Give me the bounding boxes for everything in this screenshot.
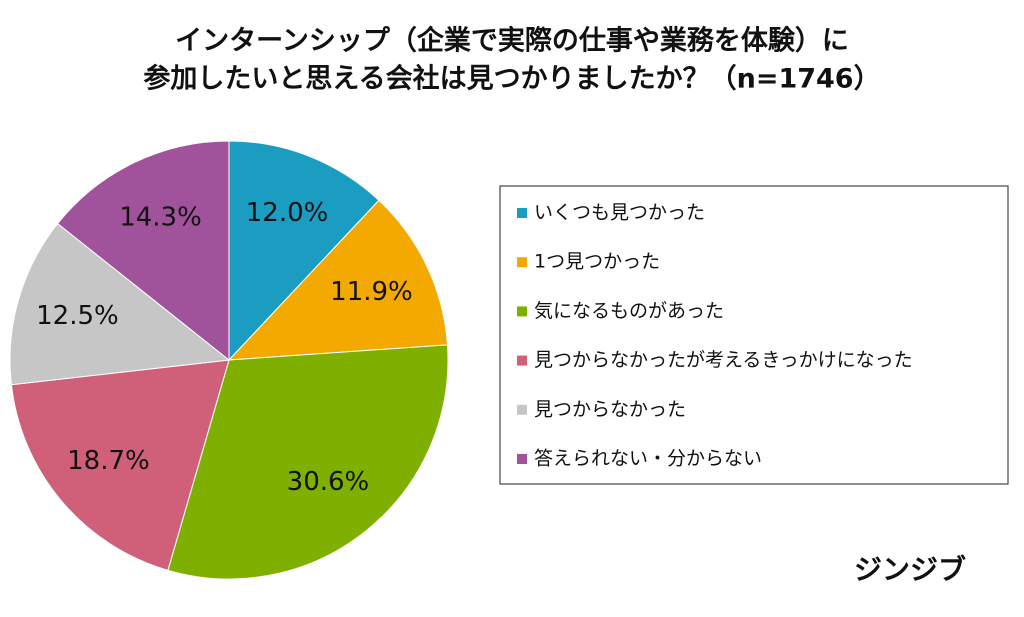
pie-slice [10,359,230,571]
legend-label: 見つからなかった [534,398,686,420]
pie-slice [56,140,230,362]
legend-swatch [517,208,527,218]
data-label: 12.0% [246,198,329,228]
data-label: 12.5% [36,301,119,331]
legend-label: 見つからなかったが考えるきっかけになった [534,349,913,371]
legend-box [499,185,1009,485]
legend-label: いくつも見つかった [534,202,705,224]
pie-slice [9,222,231,386]
data-label: 11.9% [330,277,413,307]
pie-slice [167,344,449,580]
chart-title: 参加したいと思える会社は見つかりましたか？（n=1746） [143,63,880,95]
legend-label: 気になるものがあった [534,300,724,322]
legend-swatch [517,355,527,366]
legend-label: 答えられない・分からない [534,448,762,470]
data-label: 18.7% [67,446,150,476]
data-label: 14.3% [119,202,202,232]
brand-logo: ジンジブ [854,553,966,586]
legend-swatch [517,306,527,317]
legend-swatch [517,454,527,464]
data-label: 30.6% [287,467,370,497]
legend-swatch [517,404,527,415]
pie-slice [228,140,380,362]
legend-swatch [517,257,527,268]
pie-slice [227,199,449,361]
chart-title: インターンシップ（企業で実際の仕事や業務を体験）に [175,25,849,57]
legend-label: 1つ見つかった [534,251,660,273]
